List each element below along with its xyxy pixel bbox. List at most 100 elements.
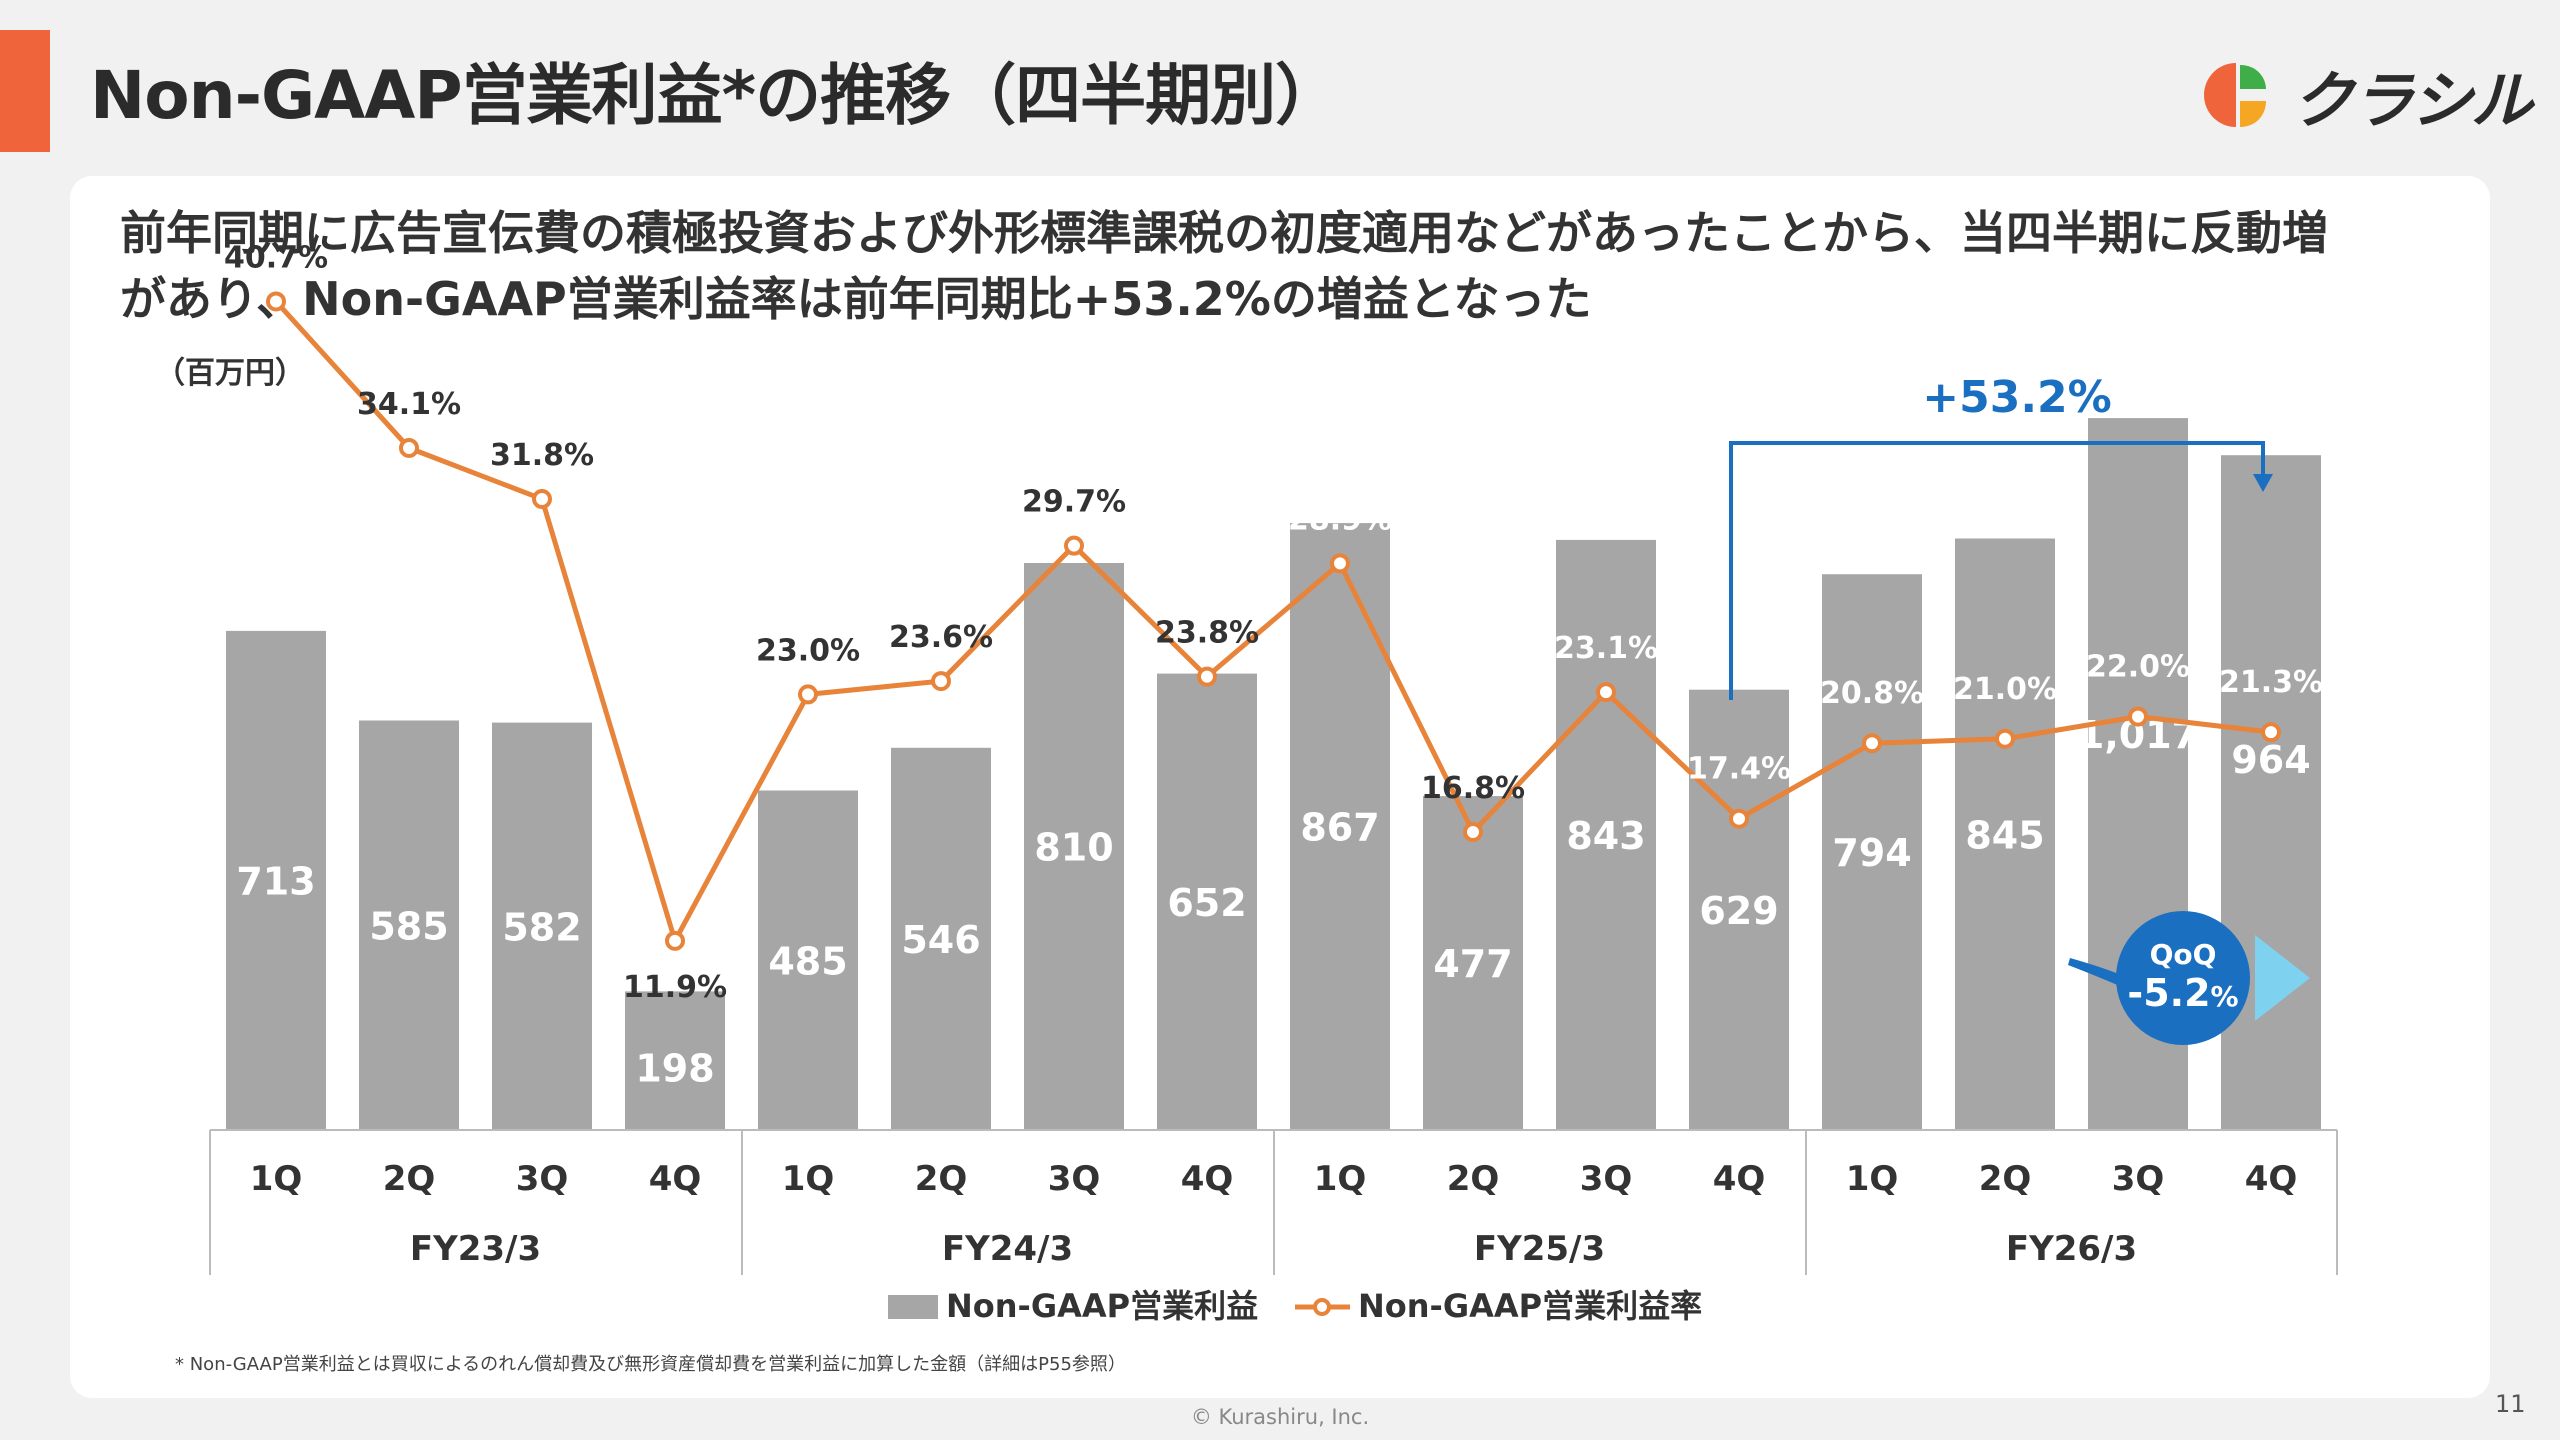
margin-label-15: 21.3%	[2219, 665, 2323, 700]
margin-label-12: 20.8%	[1820, 676, 1924, 711]
x-tick-9: 2Q	[1447, 1159, 1500, 1199]
qoq-value-number: -5.2	[2127, 971, 2210, 1015]
qoq-bubble	[2116, 911, 2250, 1045]
bar-0	[226, 630, 326, 1130]
x-tick-10: 3Q	[1580, 1159, 1633, 1199]
bar-8	[1290, 523, 1390, 1130]
qoq-title: QoQ	[2150, 938, 2217, 971]
fiscal-year-label-1: FY24/3	[942, 1229, 1073, 1269]
margin-point-15	[2261, 722, 2281, 743]
margin-point-13	[1995, 728, 2015, 749]
bar-label-9: 477	[1433, 942, 1512, 986]
x-tick-4: 1Q	[782, 1159, 835, 1199]
headline-line-2: があり、Non-GAAP営業利益率は前年同期比+53.2%の増益となった	[120, 272, 1592, 326]
margin-point-2	[532, 489, 552, 510]
x-tick-12: 1Q	[1846, 1159, 1899, 1199]
bar-label-7: 652	[1167, 881, 1246, 925]
bar-12	[1822, 574, 1922, 1130]
bar-label-3: 198	[635, 1047, 714, 1091]
bar-6	[1024, 563, 1124, 1130]
legend-line-label: Non-GAAP営業利益率	[1358, 1287, 1702, 1325]
bar-9	[1423, 796, 1523, 1130]
yoy-arrowhead	[2253, 474, 2273, 492]
bar-label-4: 485	[768, 939, 847, 983]
bar-2	[492, 722, 592, 1130]
margin-label-0: 40.7%	[224, 240, 328, 275]
margin-point-12	[1862, 733, 1882, 754]
x-tick-11: 4Q	[1713, 1159, 1766, 1199]
bar-label-8: 867	[1300, 806, 1379, 850]
margin-label-2: 31.8%	[490, 438, 594, 473]
bar-label-15: 964	[2231, 738, 2310, 782]
margin-label-14: 22.0%	[2086, 650, 2190, 685]
bar-13	[1955, 538, 2055, 1130]
legend-bar-swatch	[888, 1295, 938, 1319]
bar-label-2: 582	[502, 905, 581, 949]
kurashiru-leaf-icon	[2204, 63, 2266, 127]
headline: 前年同期に広告宣伝費の積極投資および外形標準課税の初度適用などがあったことから、…	[120, 200, 2460, 332]
margin-label-4: 23.0%	[756, 633, 860, 668]
x-tick-5: 2Q	[915, 1159, 968, 1199]
margin-label-1: 34.1%	[357, 387, 461, 422]
content-card	[70, 176, 2490, 1398]
margin-point-0	[266, 291, 286, 312]
margin-label-10: 23.1%	[1554, 631, 1658, 666]
headline-line-1: 前年同期に広告宣伝費の積極投資および外形標準課税の初度適用などがあったことから、…	[120, 206, 2328, 260]
unit-label: （百万円）	[155, 356, 305, 391]
bar-11	[1689, 689, 1789, 1130]
margin-point-14	[2128, 706, 2148, 727]
title-accent-bar	[0, 30, 50, 152]
bar-1	[359, 720, 459, 1130]
bar-4	[758, 790, 858, 1130]
x-tick-8: 1Q	[1314, 1159, 1367, 1199]
x-tick-6: 3Q	[1048, 1159, 1101, 1199]
margin-line	[274, 299, 2272, 944]
footnote: * Non-GAAP営業利益とは買収によるのれん償却費及び無形資産償却費を営業利…	[175, 1354, 1126, 1375]
x-tick-1: 2Q	[383, 1159, 436, 1199]
yoy-label: +53.2%	[1922, 372, 2112, 423]
margin-point-1	[399, 437, 419, 458]
x-tick-3: 4Q	[649, 1159, 702, 1199]
margin-label-11: 17.4%	[1687, 752, 1791, 787]
bar-label-6: 810	[1034, 826, 1113, 870]
x-tick-7: 4Q	[1181, 1159, 1234, 1199]
x-tick-14: 3Q	[2112, 1159, 2165, 1199]
margin-point-11	[1729, 808, 1749, 829]
margin-point-6	[1064, 535, 1084, 556]
bar-label-1: 585	[369, 904, 448, 948]
x-tick-13: 2Q	[1979, 1159, 2032, 1199]
fiscal-year-label-0: FY23/3	[410, 1229, 541, 1269]
bar-label-10: 843	[1566, 814, 1645, 858]
margin-point-3	[665, 930, 685, 951]
bar-label-11: 629	[1699, 889, 1778, 933]
x-tick-2: 3Q	[516, 1159, 569, 1199]
margin-point-8	[1330, 553, 1350, 574]
legend-line-marker	[1313, 1298, 1331, 1316]
margin-point-7	[1197, 666, 1217, 687]
bar-label-12: 794	[1832, 831, 1911, 875]
margin-point-9	[1463, 822, 1483, 843]
x-tick-0: 1Q	[250, 1159, 303, 1199]
qoq-arrow-right	[2255, 935, 2310, 1021]
yoy-bracket	[1729, 441, 2265, 700]
legend-bar-label: Non-GAAP営業利益	[946, 1287, 1258, 1325]
bar-3	[625, 991, 725, 1130]
page-title: Non-GAAP営業利益*の推移（四半期別）	[90, 57, 1341, 134]
logo: クラシル	[2200, 55, 2533, 137]
bar-7	[1157, 673, 1257, 1130]
copyright: © Kurashiru, Inc.	[1190, 1405, 1370, 1429]
margin-label-3: 11.9%	[623, 970, 727, 1005]
bar-15	[2221, 455, 2321, 1130]
margin-point-5	[931, 671, 951, 692]
bar-label-13: 845	[1965, 813, 2044, 857]
bar-5	[891, 747, 991, 1130]
margin-label-8: 28.9%	[1288, 502, 1392, 537]
margin-point-10	[1596, 682, 1616, 703]
margin-label-7: 23.8%	[1155, 616, 1259, 651]
page-number: 11	[2495, 1390, 2526, 1418]
margin-point-4	[798, 684, 818, 705]
margin-label-13: 21.0%	[1953, 672, 2057, 707]
fiscal-year-label-2: FY25/3	[1474, 1229, 1605, 1269]
x-tick-15: 4Q	[2245, 1159, 2298, 1199]
bar-label-5: 546	[901, 918, 980, 962]
